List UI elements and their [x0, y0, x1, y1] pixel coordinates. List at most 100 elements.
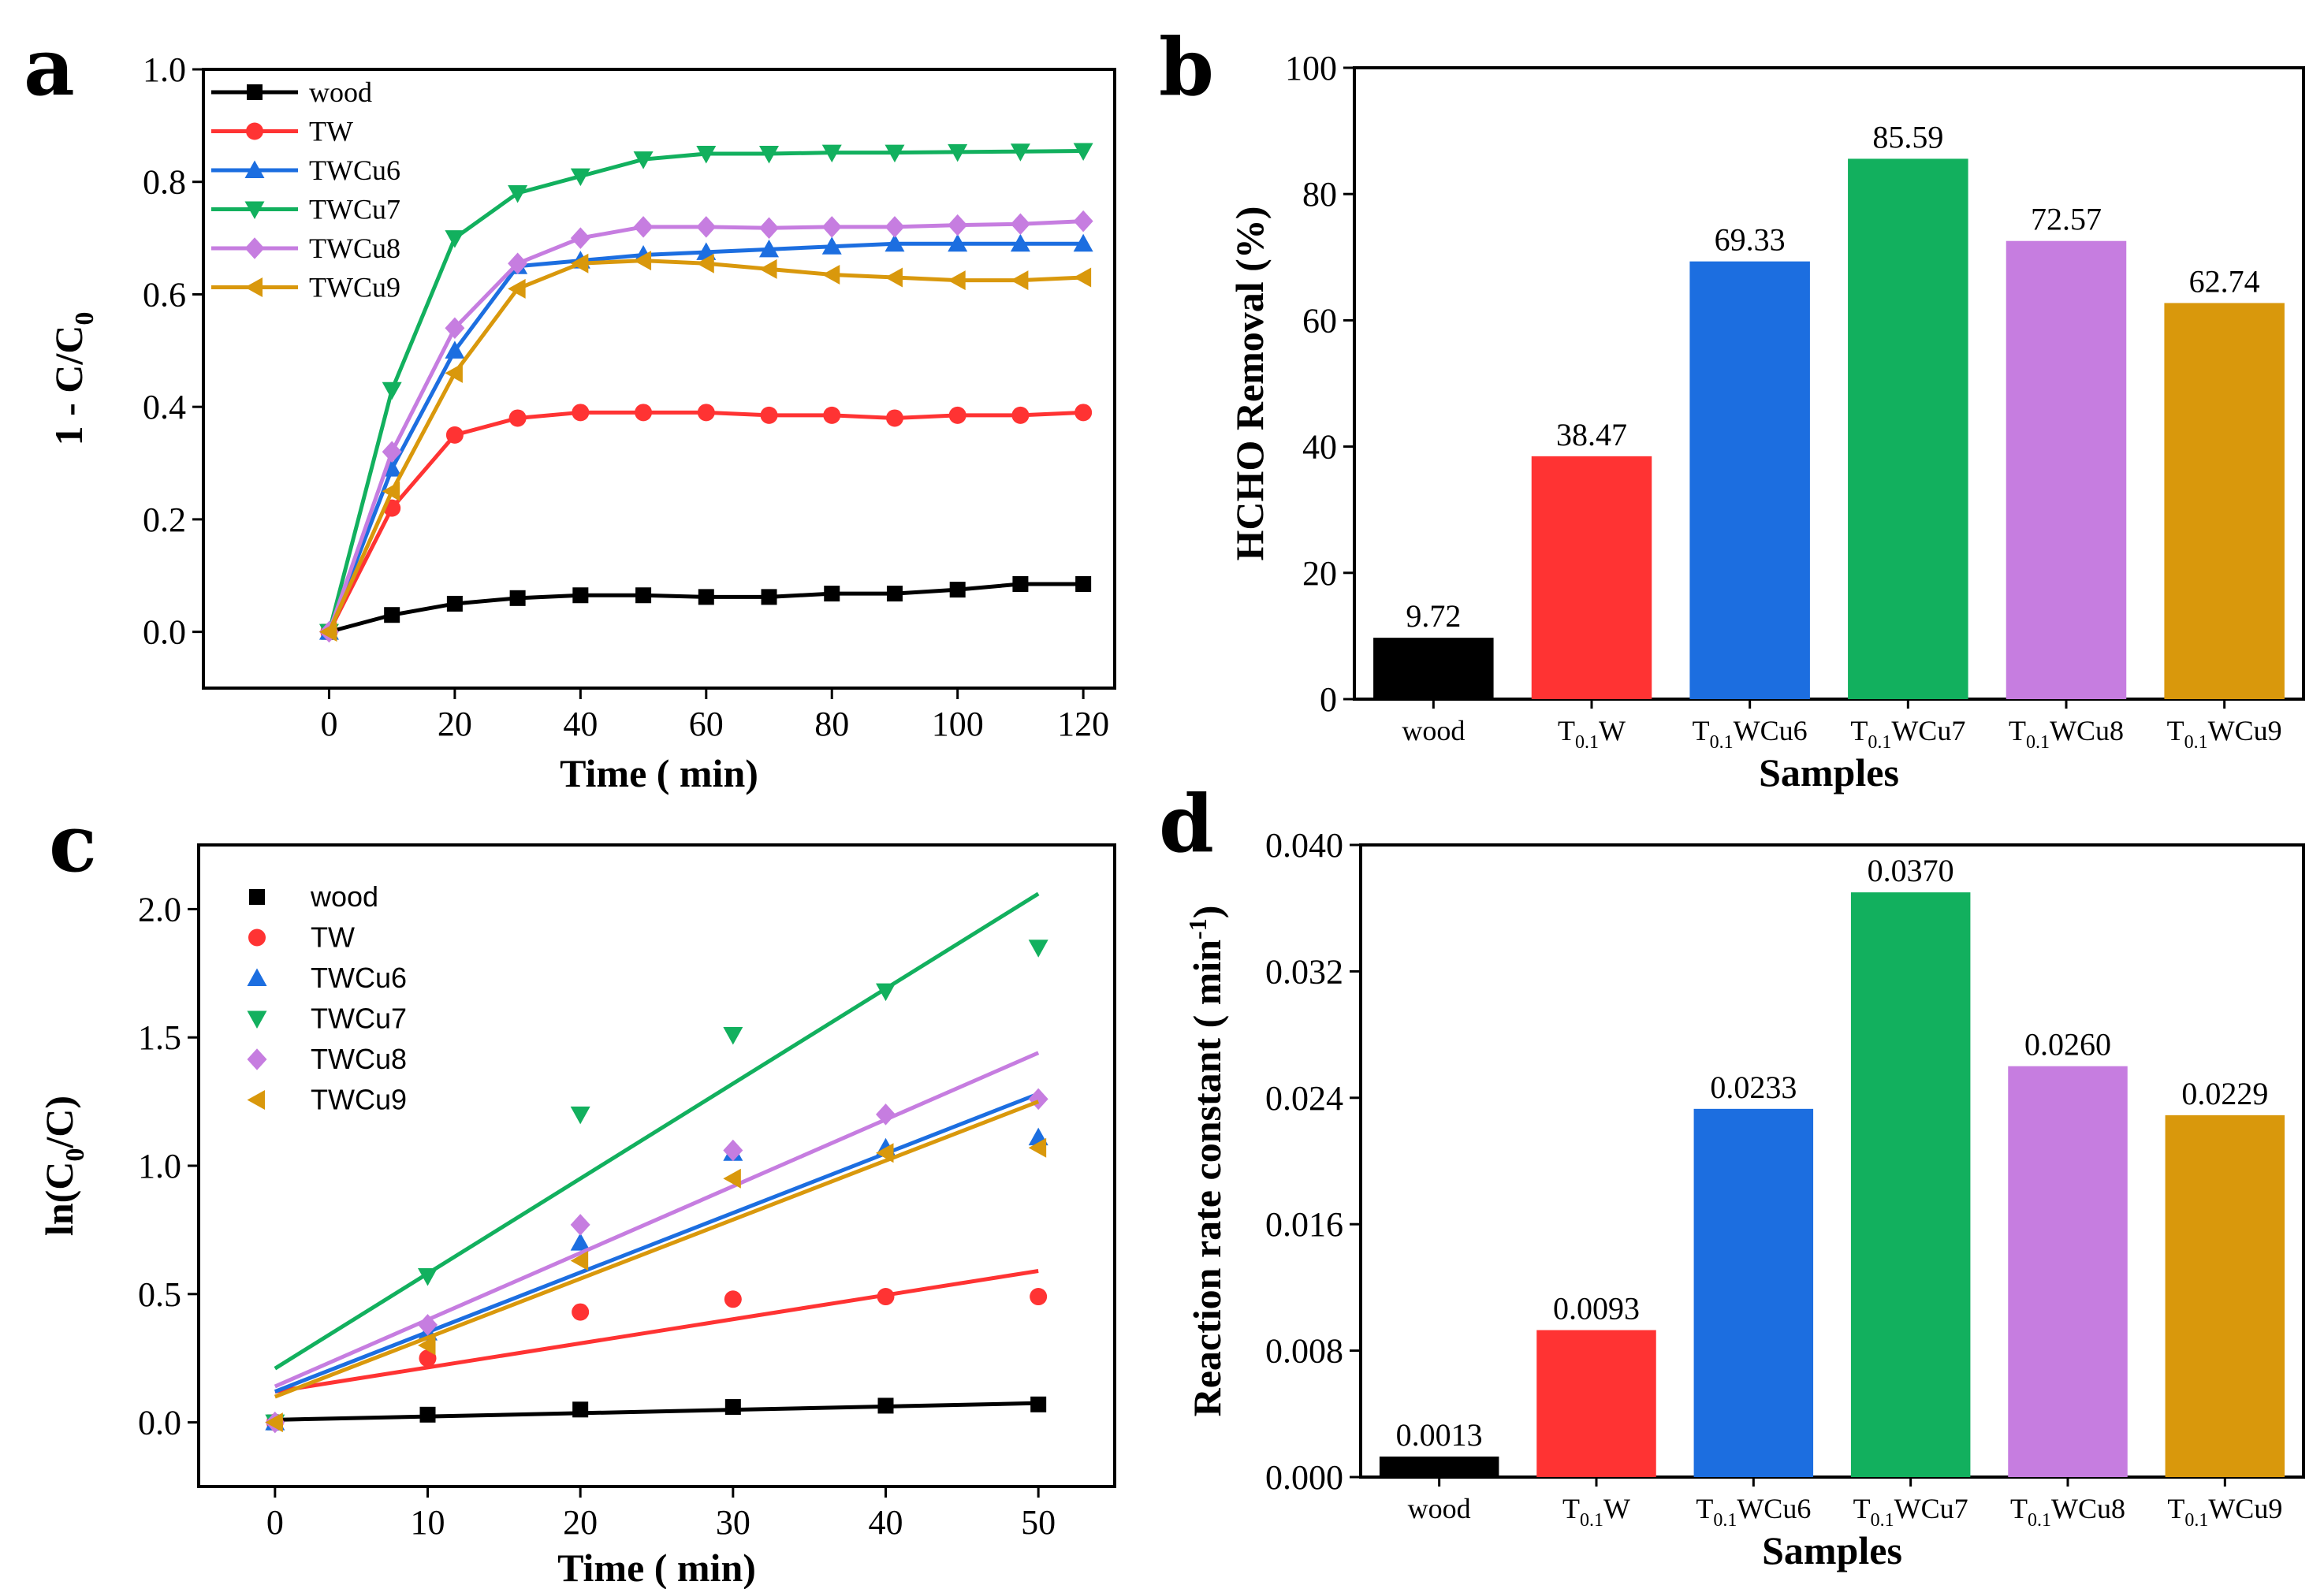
- panel-c-legend-marker-TWCu6: [247, 968, 267, 986]
- panel-a-point-TWCu9: [885, 267, 903, 288]
- panel-b-plot-frame: [1353, 66, 2305, 701]
- panel-a-y-axis-title: 1 - C/C0: [47, 312, 99, 446]
- panel-c-x-tick-label: 40: [869, 1503, 903, 1542]
- panel-d-bar-value-label: 0.0229: [2181, 1076, 2268, 1111]
- panel-d-bar: [2165, 1115, 2285, 1477]
- panel-a-y-tick-label: 0.2: [143, 501, 186, 539]
- panel-b-category-suffix: WCu6: [1734, 715, 1808, 746]
- panel-b-bar-chart: 0 20 40 60 80 100 9.72 wood 38.47 T0.1W 69.33 T0.1W…: [1227, 49, 2305, 794]
- panel-a-point-TWCu7: [570, 168, 590, 187]
- panel-a-point-TWCu9: [508, 278, 526, 299]
- panel-a-point-TWCu9: [382, 481, 400, 501]
- panel-d-bar-value-label: 0.0370: [1868, 853, 1954, 888]
- panel-d-y-axis-suffix: ): [1185, 906, 1229, 919]
- panel-b-category-label: T0.1WCu6: [1693, 715, 1808, 753]
- panel-a-y-tick-label: 1.0: [143, 50, 186, 89]
- panel-letter-c: c: [49, 797, 97, 890]
- panel-c-x-tick-label: 50: [1021, 1503, 1056, 1542]
- panel-d-y-tick-label: 0.008: [1265, 1332, 1343, 1371]
- panel-c-legend-marker-TW: [248, 928, 266, 947]
- panel-d-bar-value-label: 0.0260: [2024, 1027, 2111, 1062]
- panel-c-fit-line-TW: [274, 1269, 1039, 1394]
- panel-d-category-label: T0.1W: [1562, 1493, 1630, 1531]
- panel-d-bar-value-label: 0.0093: [1553, 1291, 1640, 1327]
- panel-a-point-TWCu8: [696, 216, 717, 238]
- panel-c-legend-marker-TWCu9: [247, 1090, 265, 1110]
- panel-c-point-TW: [1030, 1288, 1048, 1306]
- panel-a-point-TWCu6: [382, 459, 402, 477]
- panel-c-fit-line-TWCu7: [274, 891, 1040, 1371]
- panel-a-legend-label-TWCu8: TWCu8: [309, 233, 400, 264]
- panel-c-point-TWCu9: [265, 1412, 283, 1433]
- panel-a-point-TWCu8: [885, 216, 905, 238]
- panel-d-y-axis-superscript: -1: [1183, 918, 1212, 940]
- panel-a-legend-marker-TWCu6: [244, 160, 265, 178]
- panel-c-point-TWCu8: [1028, 1088, 1048, 1111]
- panel-a-point-TWCu6: [948, 233, 968, 252]
- panel-d-x-axis-title: Samples: [1762, 1528, 1902, 1572]
- panel-b-category-subscript: 0.1: [1868, 732, 1891, 753]
- panel-d-bar-chart: 0.000 0.008 0.016 0.024 0.032 0.040 0.0013 wood…: [1183, 826, 2305, 1572]
- panel-c-y-tick-label: 0.0: [138, 1404, 181, 1442]
- panel-c-point-TWCu8: [723, 1139, 743, 1162]
- panel-d-bar: [1379, 1456, 1499, 1477]
- panel-c-point-TWCu9: [1028, 1137, 1047, 1158]
- panel-a-point-TW: [635, 404, 653, 422]
- panel-d-bar: [2008, 1066, 2128, 1477]
- panel-d-category-label: T0.1WCu6: [1696, 1493, 1811, 1531]
- panel-c-legend-marker-wood: [249, 889, 265, 905]
- panel-d-category-subscript: 0.1: [1713, 1510, 1737, 1531]
- panel-c-fit-line-TWCu8: [274, 1051, 1040, 1389]
- panel-c-point-TWCu7: [723, 1026, 743, 1045]
- panel-a-point-TWCu8: [759, 217, 780, 239]
- panel-a-x-tick-label: 100: [932, 705, 984, 743]
- panel-a-point-wood: [1012, 575, 1029, 592]
- panel-c-legend-marker-TWCu7: [247, 1010, 267, 1029]
- panel-a-x-axis-title: Time ( min): [560, 751, 758, 795]
- panel-a-point-wood: [698, 589, 714, 605]
- panel-a-point-TWCu6: [821, 236, 842, 255]
- panel-d-category-label: T0.1WCu8: [2010, 1493, 2125, 1531]
- panel-a-point-TWCu9: [948, 270, 966, 291]
- panel-d-category-suffix: WCu8: [2051, 1493, 2125, 1524]
- panel-b-bar: [2006, 240, 2127, 699]
- panel-c-x-axis-title: Time ( min): [557, 1546, 756, 1589]
- panel-c-legend-label-TWCu9: TWCu9: [311, 1084, 407, 1116]
- panel-a-y-tick-label: 0.0: [143, 613, 186, 652]
- panel-c-point-wood: [1030, 1396, 1047, 1412]
- panel-a-point-TWCu9: [633, 251, 652, 271]
- panel-c-legend-marker-TWCu8: [247, 1048, 267, 1070]
- panel-d-y-tick-label: 0.032: [1265, 952, 1343, 991]
- panel-a-y-tick-label: 0.8: [143, 163, 186, 202]
- panel-a-point-wood: [572, 587, 589, 604]
- panel-a-point-TWCu8: [821, 216, 842, 238]
- panel-a-point-TWCu9: [570, 253, 589, 274]
- panel-a-legend-marker-wood: [247, 84, 263, 100]
- panel-c-point-TW: [572, 1303, 590, 1321]
- panel-d-y-tick-label: 0.016: [1265, 1205, 1343, 1244]
- panel-c-y-axis-suffix: /C): [37, 1096, 81, 1149]
- panel-c-point-TW: [877, 1288, 895, 1306]
- panel-c-y-tick-label: 1.5: [138, 1018, 181, 1057]
- panel-a-point-wood: [949, 582, 966, 598]
- panel-a-point-TWCu7: [1010, 143, 1030, 162]
- panel-c-point-TWCu7: [570, 1106, 590, 1125]
- panel-d-plot-frame: [1359, 843, 2305, 1479]
- panel-a-point-wood: [384, 607, 400, 623]
- panel-d-category-label: wood: [1408, 1493, 1471, 1524]
- panel-b-category-subscript: 0.1: [2184, 732, 2208, 753]
- panel-b-category-suffix: WCu9: [2208, 715, 2282, 746]
- panel-a-point-wood: [635, 587, 652, 604]
- panel-c-point-TWCu9: [570, 1250, 589, 1271]
- panel-b-category-subscript: 0.1: [2026, 732, 2050, 753]
- panel-c-point-TW: [419, 1349, 437, 1368]
- panel-a-x-tick-label: 60: [689, 705, 724, 743]
- panel-b-y-tick-label: 100: [1285, 49, 1337, 87]
- panel-a-point-TWCu9: [821, 264, 840, 285]
- panel-a-point-TWCu8: [1010, 213, 1030, 235]
- panel-c-point-TWCu9: [876, 1143, 894, 1163]
- panel-c-y-axis-subscript: 0: [61, 1148, 90, 1162]
- panel-b-category-label: T0.1W: [1558, 715, 1626, 753]
- panel-a-point-TWCu7: [759, 146, 780, 164]
- panel-a-x-tick-label: 40: [563, 705, 598, 743]
